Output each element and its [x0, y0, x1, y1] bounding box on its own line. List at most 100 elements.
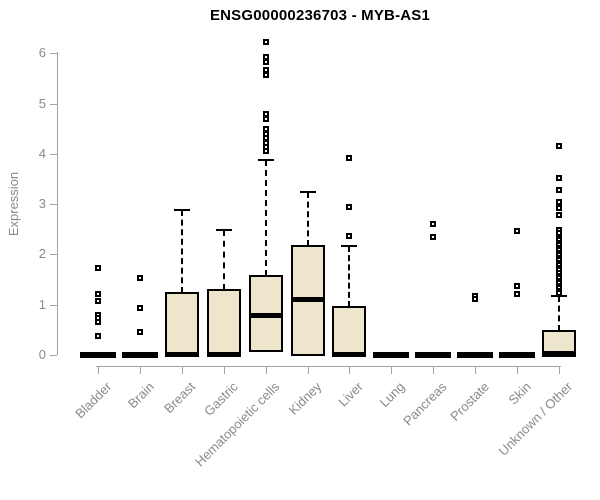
x-axis-tick — [223, 366, 225, 374]
outlier-point — [346, 154, 353, 161]
whisker-line — [222, 230, 225, 291]
x-axis-tick — [181, 366, 183, 374]
box-liver — [332, 306, 367, 357]
x-axis-tick — [307, 366, 309, 374]
outlier-point — [555, 205, 562, 212]
outlier-point — [95, 297, 101, 304]
whisker-line — [557, 295, 560, 331]
flat-box-skin — [499, 352, 535, 358]
median-line — [248, 312, 283, 318]
whisker-line — [306, 191, 309, 247]
whisker-cap — [550, 294, 567, 297]
outlier-point — [514, 291, 520, 298]
chart-title: ENSG00000236703 - MYB-AS1 — [209, 7, 431, 24]
median-line — [164, 351, 199, 357]
x-tick-label: Bladder — [72, 379, 115, 422]
outlier-point — [95, 332, 101, 339]
outlier-point — [472, 296, 479, 303]
outlier-point — [346, 233, 353, 240]
x-axis-tick — [349, 366, 351, 374]
outlier-point — [95, 291, 101, 298]
y-tick-label: 2 — [38, 246, 46, 262]
y-axis-tick — [50, 204, 57, 206]
median-line — [206, 351, 241, 357]
whisker-cap — [299, 190, 316, 193]
outlier-point — [555, 143, 562, 150]
box-gastric — [206, 289, 241, 357]
x-axis-tick — [391, 366, 393, 374]
whisker-cap — [215, 229, 232, 232]
whisker-line — [264, 160, 267, 276]
median-line — [332, 351, 367, 357]
y-tick-label: 6 — [38, 45, 46, 61]
box-breast — [164, 292, 199, 357]
outlier-point — [555, 174, 562, 181]
x-axis-tick — [265, 366, 267, 374]
outlier-point — [136, 328, 143, 335]
x-tick-label: Skin — [505, 379, 534, 408]
outlier-point — [555, 289, 562, 296]
outlier-point — [262, 59, 269, 66]
outlier-point — [262, 148, 269, 155]
x-axis-tick — [517, 366, 518, 374]
flat-box-brain — [121, 352, 158, 358]
x-axis-tick — [433, 366, 435, 374]
y-axis-tick — [50, 254, 57, 256]
x-tick-label: Lung — [376, 379, 408, 411]
median-line — [290, 296, 325, 302]
outlier-point — [136, 305, 143, 312]
y-tick-label: 4 — [38, 145, 46, 161]
flat-box-pancreas — [415, 352, 452, 358]
outlier-point — [430, 233, 437, 240]
outlier-point — [555, 187, 562, 194]
x-axis-tick — [98, 366, 99, 374]
outlier-point — [136, 275, 143, 282]
whisker-cap — [341, 244, 358, 247]
y-axis-tick — [50, 53, 57, 55]
outlier-point — [95, 264, 101, 271]
y-axis-tick — [50, 304, 57, 306]
outlier-point — [555, 212, 562, 219]
x-axis-tick — [558, 366, 560, 374]
x-axis-tick — [475, 366, 477, 374]
y-axis-tick — [50, 355, 57, 356]
y-axis-tick — [50, 103, 57, 105]
outlier-point — [514, 282, 520, 289]
whisker-cap — [173, 209, 190, 212]
outlier-point — [514, 227, 520, 234]
outlier-point — [346, 204, 353, 211]
outlier-point — [262, 39, 269, 46]
x-tick-label: Breast — [161, 379, 199, 417]
outlier-point — [262, 111, 269, 118]
x-tick-label: Pancreas — [400, 379, 450, 429]
outlier-point — [262, 67, 269, 74]
y-axis-line — [57, 52, 58, 355]
x-tick-label: Gastric — [200, 379, 241, 419]
whisker-cap — [257, 159, 274, 162]
x-tick-label: Liver — [335, 379, 367, 410]
y-tick-label: 5 — [38, 95, 46, 111]
y-tick-label: 3 — [38, 196, 46, 212]
outlier-point — [262, 116, 269, 123]
x-tick-label: Unknown / Other — [495, 379, 576, 459]
x-axis-tick — [139, 366, 141, 374]
whisker-line — [180, 210, 183, 294]
y-tick-label: 1 — [38, 296, 46, 312]
x-axis-line — [96, 366, 561, 367]
median-line — [541, 351, 576, 357]
x-tick-label: Prostate — [446, 379, 492, 424]
outlier-point — [555, 198, 562, 205]
flat-box-bladder — [80, 352, 116, 358]
flat-box-prostate — [457, 352, 494, 358]
x-tick-label: Kidney — [285, 379, 325, 418]
outlier-point — [95, 318, 101, 325]
outlier-point — [262, 54, 269, 61]
outlier-point — [262, 72, 269, 79]
outlier-point — [430, 220, 437, 227]
whisker-line — [348, 245, 351, 308]
x-tick-label: Brain — [124, 379, 157, 412]
flat-box-lung — [373, 352, 410, 358]
y-axis-tick — [50, 153, 57, 155]
y-tick-label: 0 — [38, 347, 46, 362]
